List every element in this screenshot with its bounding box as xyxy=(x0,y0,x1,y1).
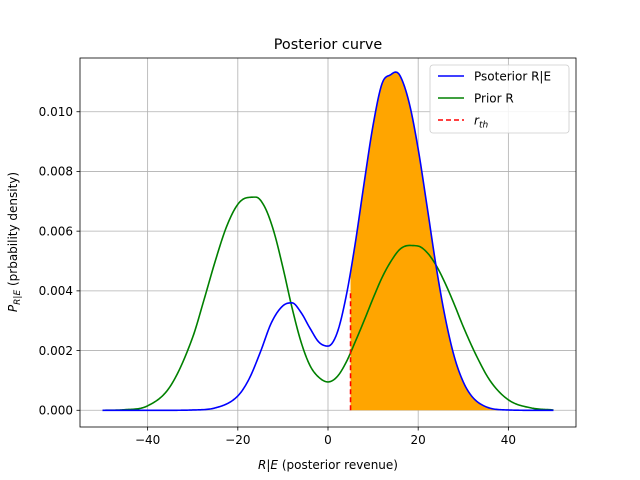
series-layer xyxy=(102,71,554,412)
legend-label-threshold: rth xyxy=(474,114,488,131)
y-axis-label: PR|E (prbability density) xyxy=(6,172,23,312)
prior-line xyxy=(102,196,554,412)
legend-box xyxy=(429,64,570,134)
y-tick-label: 0.004 xyxy=(39,284,73,298)
posterior-line xyxy=(102,71,554,412)
legend-label-posterior: Psoterior R|E xyxy=(474,70,551,84)
ticks: −40 −20 0 20 40 0.000 0.002 0.004 0.006 0.008 0.01… xyxy=(39,105,516,447)
x-tick-label: −20 xyxy=(225,433,250,447)
x-axis-label: R|E (posterior revenue) xyxy=(258,458,398,472)
chart-title: Posterior curve xyxy=(274,37,383,53)
legend-label-prior: Prior R xyxy=(474,92,514,106)
x-tick-label: 0 xyxy=(324,433,332,447)
threshold-fill-area xyxy=(350,72,554,411)
y-tick-label: 0.006 xyxy=(39,224,73,238)
x-tick-label: −40 xyxy=(135,433,160,447)
y-tick-label: 0.008 xyxy=(39,165,73,179)
fill-layer xyxy=(350,72,554,411)
y-tick-label: 0.010 xyxy=(39,105,73,119)
x-tick-label: 20 xyxy=(411,433,426,447)
x-tick-label: 40 xyxy=(501,433,516,447)
y-tick-label: 0.002 xyxy=(39,344,73,358)
legend: Psoterior R|E Prior R rth xyxy=(429,64,570,134)
y-tick-label: 0.000 xyxy=(39,403,73,417)
